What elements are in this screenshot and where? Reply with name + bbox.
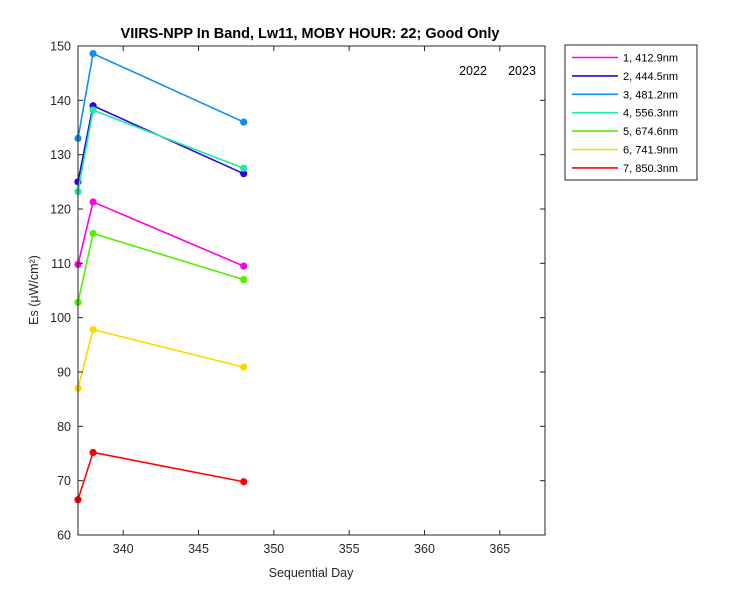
data-point — [89, 229, 97, 238]
data-point — [89, 448, 97, 457]
series-layer — [74, 50, 248, 504]
y-tick-label: 120 — [50, 203, 71, 217]
legend-label: 1, 412.9nm — [623, 53, 678, 65]
series-line — [77, 52, 245, 139]
data-point — [240, 363, 248, 371]
series-5 — [74, 229, 248, 307]
series-1 — [74, 198, 248, 270]
y-tick-label: 80 — [57, 420, 71, 434]
series-line — [77, 109, 244, 192]
data-point — [240, 170, 248, 178]
series-line — [77, 200, 245, 267]
y-tick-label: 90 — [57, 366, 71, 380]
legend-label: 7, 850.3nm — [623, 163, 678, 175]
y-axis-label: Es (μW/cm²) — [27, 255, 41, 325]
legend: 1, 412.9nm 2, 444.5nm 3, 481.2nm 4, 556.3nm… — [564, 44, 698, 181]
x-tick-label: 345 — [188, 542, 209, 556]
data-point — [240, 262, 248, 270]
series-7 — [74, 448, 248, 504]
x-tick-label: 365 — [489, 542, 510, 556]
legend-label: 5, 674.6nm — [623, 126, 678, 138]
data-point — [89, 326, 97, 334]
y-tick-label: 100 — [50, 311, 71, 325]
legend-label: 6, 741.9nm — [623, 145, 678, 157]
x-axis-label: Sequential Day — [269, 566, 355, 580]
series-6 — [74, 326, 248, 392]
data-point — [240, 164, 248, 172]
y-tick-label: 130 — [50, 148, 71, 162]
legend-label: 4, 556.3nm — [623, 108, 678, 120]
legend-label: 3, 481.2nm — [623, 89, 678, 101]
series-line — [77, 104, 245, 182]
series-line — [77, 328, 244, 389]
year-label-2022: 2022 — [459, 64, 487, 78]
data-point — [240, 118, 248, 126]
y-tick-label: 110 — [51, 257, 71, 271]
series-2 — [74, 102, 248, 186]
y-tick-label: 140 — [50, 94, 71, 108]
data-point — [89, 198, 97, 206]
x-axis-ticks: 340 345 350 355 360 365 — [113, 46, 510, 556]
data-point — [240, 276, 248, 284]
series-4 — [74, 106, 248, 196]
x-tick-label: 360 — [414, 542, 435, 556]
y-tick-label: 60 — [57, 529, 71, 543]
year-label-2023: 2023 — [508, 64, 536, 78]
plot-frame — [77, 45, 546, 536]
data-point — [89, 50, 97, 58]
x-tick-label: 340 — [113, 542, 134, 556]
data-point — [89, 106, 97, 114]
series-line — [77, 232, 244, 303]
chart-title: VIIRS-NPP In Band, Lw11, MOBY HOUR: 22; … — [121, 26, 500, 42]
series-3 — [74, 50, 248, 142]
series-line — [77, 451, 244, 500]
y-tick-label: 150 — [50, 40, 71, 54]
x-tick-label: 355 — [339, 542, 360, 556]
legend-label: 2, 444.5nm — [623, 71, 678, 83]
y-tick-label: 70 — [57, 474, 71, 488]
data-point — [240, 478, 248, 486]
x-tick-label: 350 — [263, 542, 284, 556]
y-axis-ticks: 60 70 80 90 100 110 120 130 140 150 — [50, 40, 545, 543]
